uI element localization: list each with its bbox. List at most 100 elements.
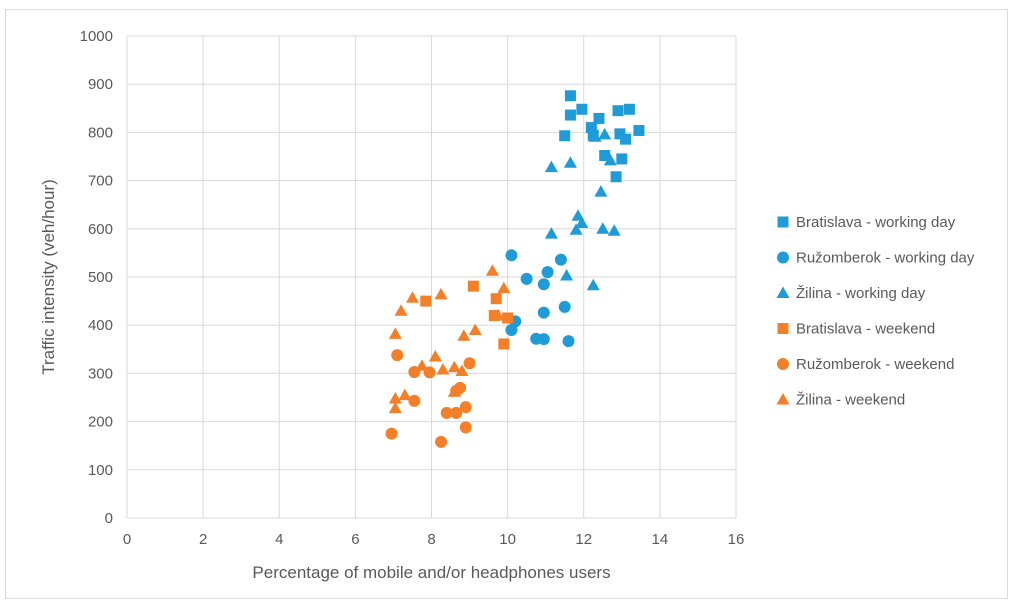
series-0	[559, 90, 645, 183]
data-point-square	[585, 122, 597, 134]
y-tick-label: 900	[88, 76, 113, 93]
data-point-circle	[537, 278, 550, 291]
data-point-triangle	[563, 156, 577, 168]
y-tick-label: 500	[88, 269, 113, 286]
legend-marker-triangle	[776, 286, 790, 298]
legend-label: Žilina - working day	[796, 285, 926, 302]
data-point-triangle	[569, 223, 583, 235]
y-tick-label: 700	[88, 173, 113, 190]
data-point-triangle	[596, 222, 610, 234]
data-point-triangle	[603, 153, 617, 166]
data-point-circle	[558, 300, 571, 313]
data-point-square	[559, 130, 571, 142]
y-tick-label: 0	[105, 510, 113, 527]
data-point-square	[593, 112, 605, 124]
data-point-circle	[440, 406, 453, 419]
data-point-triangle	[398, 388, 412, 401]
scatter-chart: 0 100 200 300 400 500 600 700 800 900 1000 0 2 4 6 8 10 1…	[39, 28, 975, 582]
data-point-square	[467, 280, 479, 292]
data-point-square	[498, 338, 510, 350]
data-point-square	[490, 293, 502, 305]
data-point-circle	[520, 272, 533, 285]
data-point-square	[420, 295, 432, 307]
legend-item: Bratislava - weekend	[777, 321, 935, 338]
data-point-circle	[435, 435, 448, 448]
y-tick-label: 400	[88, 317, 113, 334]
data-point-triangle	[415, 359, 429, 371]
data-point-circle	[554, 253, 567, 266]
data-point-square	[564, 109, 576, 121]
x-tick-label: 14	[652, 531, 669, 548]
data-point-circle	[391, 349, 404, 362]
legend-marker-square	[777, 216, 789, 228]
data-point-square	[620, 133, 632, 145]
legend-item: Bratislava - working day	[777, 214, 956, 231]
y-tick-label: 1000	[80, 28, 113, 45]
data-point-square	[633, 124, 645, 136]
x-tick-label: 16	[728, 531, 745, 548]
data-point-square	[599, 150, 611, 162]
legend-label: Ružomberok - weekend	[796, 356, 954, 373]
data-point-triangle	[594, 185, 608, 197]
tick-labels: 0 100 200 300 400 500 600 700 800 900 1000 0 2 4 6 8 10 1…	[80, 28, 745, 548]
data-point-square	[623, 103, 635, 115]
legend-item: Ružomberok - weekend	[777, 356, 954, 373]
y-axis-title: Traffic intensity (veh/hour)	[39, 179, 58, 375]
data-point-triangle	[560, 269, 574, 281]
x-tick-label: 0	[123, 531, 131, 548]
data-point-triangle	[436, 363, 450, 375]
data-point-triangle	[457, 329, 471, 341]
x-tick-label: 2	[199, 531, 207, 548]
data-point-square	[488, 310, 500, 322]
data-point-circle	[459, 401, 472, 414]
x-tick-label: 8	[427, 531, 435, 548]
data-point-circle	[459, 421, 472, 434]
x-tick-label: 10	[499, 531, 516, 548]
data-point-triangle	[447, 360, 461, 373]
data-point-triangle	[544, 227, 558, 239]
data-point-square	[616, 153, 628, 165]
data-point-triangle	[497, 281, 511, 294]
data-point-square	[614, 128, 626, 140]
data-point-triangle	[394, 304, 408, 316]
data-point-triangle	[405, 291, 419, 303]
data-point-triangle	[447, 385, 461, 397]
legend-label: Žilina - weekend	[796, 392, 905, 409]
x-tick-label: 4	[275, 531, 283, 548]
data-point-square	[576, 103, 588, 115]
series-5	[388, 264, 511, 414]
data-point-triangle	[455, 364, 469, 376]
y-tick-label: 300	[88, 365, 113, 382]
legend-marker-circle	[777, 251, 789, 264]
y-tick-label: 800	[88, 124, 113, 141]
data-point-circle	[541, 266, 554, 279]
series-1	[505, 249, 575, 348]
data-points	[385, 90, 645, 448]
legend-marker-square	[777, 323, 789, 334]
series-3	[420, 280, 514, 350]
data-point-triangle	[485, 264, 499, 276]
data-point-square	[612, 105, 624, 117]
data-point-circle	[463, 357, 476, 370]
data-point-circle	[505, 324, 518, 337]
data-point-triangle	[586, 278, 600, 291]
data-point-triangle	[468, 323, 482, 336]
legend-label: Bratislava - working day	[796, 214, 956, 231]
grid	[126, 35, 737, 519]
data-point-triangle	[388, 401, 402, 414]
data-point-square	[564, 90, 576, 102]
x-tick-label: 6	[351, 531, 359, 548]
data-point-circle	[562, 335, 575, 348]
data-point-square	[610, 171, 622, 183]
series-4	[385, 349, 476, 448]
data-point-square	[502, 312, 514, 324]
legend-label: Ružomberok - working day	[796, 250, 975, 267]
x-axis-title: Percentage of mobile and/or headphones u…	[252, 563, 610, 582]
data-point-triangle	[607, 224, 621, 236]
legend-item: Žilina - working day	[776, 285, 926, 302]
data-point-circle	[385, 427, 398, 440]
data-point-circle	[537, 333, 550, 346]
data-point-triangle	[428, 350, 442, 362]
legend-marker-triangle	[776, 393, 790, 405]
legend-marker-circle	[777, 358, 789, 370]
